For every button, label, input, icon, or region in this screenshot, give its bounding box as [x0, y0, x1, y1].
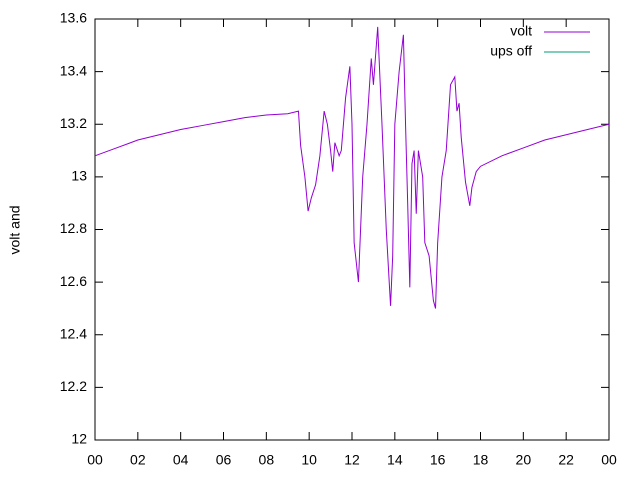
- x-tick-label: 16: [430, 452, 446, 468]
- x-tick-label: 14: [387, 452, 403, 468]
- y-tick-label: 12.6: [60, 273, 87, 289]
- y-tick-label: 12.8: [60, 220, 87, 236]
- x-tick-label: 08: [259, 452, 275, 468]
- y-tick-label: 13: [71, 168, 87, 184]
- x-tick-label: 04: [173, 452, 189, 468]
- x-tick-label: 02: [130, 452, 146, 468]
- y-tick-label: 12: [71, 431, 87, 447]
- x-tick-label: 22: [558, 452, 574, 468]
- y-tick-label: 13.6: [60, 10, 87, 26]
- y-tick-label: 12.4: [60, 325, 87, 341]
- y-tick-label: 13.2: [60, 115, 87, 131]
- x-tick-label: 20: [516, 452, 532, 468]
- x-tick-label: 00: [601, 452, 617, 468]
- x-tick-label: 10: [301, 452, 317, 468]
- x-tick-label: 00: [87, 452, 103, 468]
- data-line: [94, 26, 610, 309]
- y-tick-label: 13.4: [60, 62, 87, 78]
- y-axis-label: volt and: [7, 205, 23, 254]
- plot-frame: [94, 18, 610, 441]
- x-tick-label: 06: [216, 452, 232, 468]
- x-tick-label: 18: [473, 452, 489, 468]
- legend-label: volt: [510, 23, 532, 39]
- x-tick-label: 12: [344, 452, 360, 468]
- y-tick-label: 12.2: [60, 378, 87, 394]
- legend-label: ups off: [490, 43, 532, 59]
